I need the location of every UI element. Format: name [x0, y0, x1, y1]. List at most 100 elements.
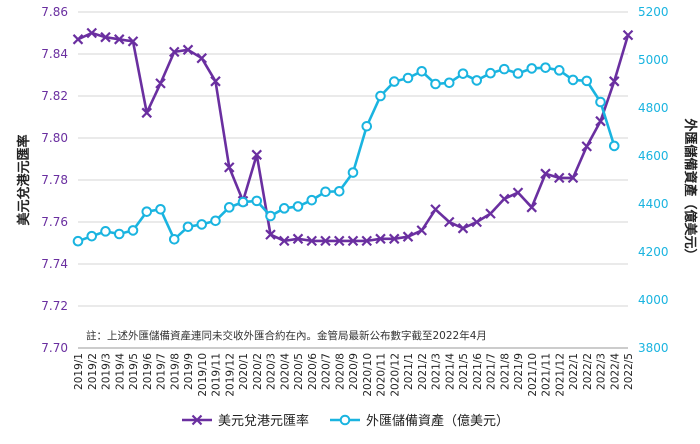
left-tick-label: 7.82 — [41, 89, 68, 103]
left-tick-label: 7.76 — [41, 215, 68, 229]
fx-reserves-point — [210, 215, 221, 227]
fx-reserves-point — [182, 221, 194, 233]
fx-reserves-point — [430, 78, 441, 90]
left-tick-label: 7.72 — [41, 299, 68, 313]
exchange-rate-point — [443, 216, 455, 228]
exchange-rate-point — [471, 216, 483, 228]
x-tick-label: 2020/12 — [389, 353, 401, 397]
fx-reserves-point — [347, 167, 359, 178]
right-tick-label: 4200 — [638, 245, 669, 259]
exchange-rate-point — [306, 235, 318, 247]
fx-reserves-point — [237, 196, 249, 208]
x-tick-label: 2020/3 — [266, 353, 278, 390]
fx-reserves-point — [402, 72, 414, 84]
right-axis-label: 外匯儲備資產（億美元） — [682, 117, 698, 261]
fx-reserves-point — [127, 225, 139, 236]
x-tick-label: 2021/1 — [403, 353, 415, 390]
fx-reserves-point — [388, 76, 400, 87]
right-tick-label: 5200 — [638, 5, 669, 19]
legend-marker — [339, 414, 351, 426]
legend-label: 外匯儲備資產（億美元） — [366, 413, 509, 429]
fx-reserves-point — [416, 65, 428, 77]
right-tick-label: 5000 — [638, 53, 669, 67]
fx-reserves-point — [498, 63, 510, 75]
fx-reserves-point — [361, 120, 373, 132]
gridlines — [78, 11, 628, 307]
left-tick-label: 7.80 — [41, 131, 68, 145]
legend-item-exchange-rate: 美元兌港元匯率 — [182, 413, 309, 429]
x-tick-label: 2019/9 — [183, 353, 195, 390]
exchange-rate-point — [402, 231, 414, 242]
exchange-rate-point — [196, 52, 208, 64]
exchange-rate-point — [567, 172, 579, 184]
exchange-rate-point — [388, 233, 400, 245]
x-tick-label: 2021/11 — [541, 353, 553, 397]
x-tick-label: 2020/2 — [252, 353, 264, 390]
fx-reserves-point — [168, 233, 180, 245]
fx-reserves-point — [278, 203, 290, 214]
x-tick-label: 2022/1 — [568, 353, 580, 390]
x-tick-label: 2020/5 — [293, 353, 305, 390]
exchange-rate-point — [485, 208, 496, 219]
left-axis-ticks: 7.70 7.72 7.74 7.76 7.78 7.80 7.82 7.84 7.86 — [41, 5, 68, 355]
exchange-rate-point — [512, 187, 524, 198]
exchange-rate-point — [457, 223, 469, 234]
x-tick-label: 2020/8 — [334, 353, 346, 390]
fx-reserves-point — [553, 65, 565, 76]
fx-reserves-point — [72, 235, 84, 247]
exchange-rate-point — [141, 107, 153, 119]
x-tick-label: 2022/5 — [623, 353, 635, 390]
fx-reserves-point — [526, 63, 538, 74]
fx-reserves-point — [595, 96, 606, 108]
fx-reserves-point — [251, 195, 263, 207]
exchange-rate-point — [622, 29, 634, 41]
fx-reserves-point — [141, 206, 153, 217]
x-tick-label: 2021/3 — [431, 353, 443, 390]
x-tick-label: 2021/7 — [486, 353, 498, 390]
fx-reserves-point — [100, 226, 111, 237]
x-tick-label: 2020/7 — [321, 353, 333, 390]
right-tick-label: 4000 — [638, 293, 669, 307]
fx-reserves-point — [265, 210, 276, 222]
exchange-rate-point — [223, 162, 235, 173]
x-tick-label: 2021/10 — [527, 353, 539, 397]
legend-marker — [191, 414, 203, 426]
exchange-rate-point — [375, 233, 386, 245]
right-tick-label: 3800 — [638, 341, 669, 355]
x-axis-ticks: 2019/1 2019/2 2019/3 2019/4 2019/5 2019/6 2019… — [73, 353, 635, 397]
exchange-rate-point — [347, 235, 359, 247]
left-tick-label: 7.78 — [41, 173, 68, 187]
exchange-rate-point — [72, 34, 84, 45]
right-tick-label: 4800 — [638, 101, 669, 115]
legend-item-fx-reserves: 外匯儲備資產（億美元） — [330, 413, 509, 429]
exchange-rate-point — [581, 141, 593, 152]
right-tick-label: 4600 — [638, 149, 669, 163]
x-tick-label: 2022/4 — [609, 353, 621, 390]
x-tick-label: 2019/1 — [73, 353, 85, 390]
x-tick-label: 2021/12 — [554, 353, 566, 397]
fx-reserves-point — [457, 68, 469, 79]
series-fx-reserves — [72, 62, 620, 247]
fx-reserves-point — [333, 185, 345, 197]
fx-reserves-point — [471, 75, 483, 86]
exchange-rate-point — [86, 27, 98, 39]
x-tick-label: 2019/2 — [87, 353, 99, 390]
x-tick-label: 2019/8 — [169, 353, 181, 390]
x-tick-label: 2022/3 — [596, 353, 608, 390]
x-tick-label: 2021/9 — [513, 353, 525, 390]
fx-reserves-point — [443, 77, 455, 89]
legend-label: 美元兌港元匯率 — [218, 413, 309, 429]
fx-reserves-point — [485, 67, 496, 79]
left-axis-label: 美元兌港元匯率 — [16, 134, 32, 225]
x-tick-label: 2020/9 — [348, 353, 360, 390]
fx-reserves-point — [320, 186, 331, 198]
x-tick-label: 2019/10 — [197, 353, 209, 397]
fx-reserves-point — [512, 68, 524, 79]
x-tick-label: 2019/12 — [224, 353, 236, 397]
x-tick-label: 2019/3 — [101, 353, 113, 390]
exchange-rate-point — [251, 149, 263, 161]
exchange-rate-point — [292, 233, 304, 245]
footnote-annotation: 註：上述外匯儲備資產連同未交收外匯合約在內。金管局最新公布數字截至2022年4月 — [86, 329, 487, 342]
exchange-rate-point — [333, 235, 345, 247]
